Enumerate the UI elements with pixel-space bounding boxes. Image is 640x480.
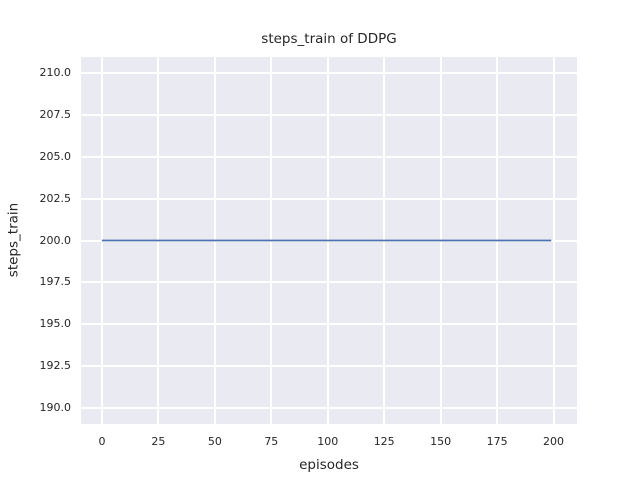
- y-axis-label: steps_train: [5, 202, 22, 278]
- y-tick-label: 210.0: [39, 66, 72, 80]
- y-tick-label: 190.0: [39, 400, 72, 414]
- x-axis-label: episodes: [299, 457, 359, 473]
- y-tick-label: 197.5: [39, 275, 72, 289]
- y-tick-label: 207.5: [39, 107, 72, 121]
- y-tick-label: 200.0: [39, 233, 72, 247]
- y-tick-label: 192.5: [39, 359, 72, 373]
- h-gridline: [81, 281, 577, 284]
- h-gridline: [81, 72, 577, 75]
- h-gridline: [81, 113, 577, 116]
- x-tick-label: 150: [430, 435, 452, 448]
- x-tick-label: 50: [207, 435, 222, 448]
- h-gridline: [81, 365, 577, 368]
- chart-title: steps_train of DDPG: [261, 31, 397, 47]
- x-tick-label: 200: [543, 435, 565, 448]
- x-tick-label: 175: [486, 435, 508, 448]
- h-gridline: [81, 155, 577, 158]
- h-gridline: [81, 406, 577, 409]
- series-layer: [102, 239, 552, 242]
- x-tick-label: 0: [98, 435, 106, 448]
- y-tick-label: 205.0: [39, 149, 72, 163]
- x-tick-label: 125: [373, 435, 395, 448]
- y-tick-label: 195.0: [39, 317, 72, 331]
- y-tick-label: 202.5: [39, 191, 72, 205]
- plot-area: [81, 57, 577, 424]
- x-tick-label: 100: [317, 435, 339, 448]
- h-gridline: [81, 197, 577, 200]
- h-gridline: [81, 323, 577, 326]
- x-tick-label: 75: [264, 435, 279, 448]
- x-tick-label: 25: [151, 435, 166, 448]
